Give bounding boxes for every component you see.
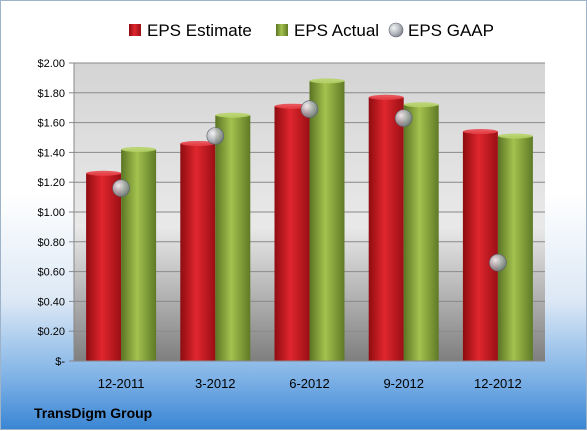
legend-label: EPS Actual bbox=[294, 21, 379, 40]
y-tick-label: $- bbox=[55, 356, 65, 368]
legend-label: EPS GAAP bbox=[408, 21, 494, 40]
gaap-point bbox=[300, 100, 319, 118]
bar-eps-estimate bbox=[274, 106, 310, 362]
bar-eps-actual bbox=[497, 136, 533, 361]
gaap-point bbox=[112, 179, 130, 197]
bar-top-cap bbox=[497, 133, 533, 139]
bar-top-cap bbox=[180, 140, 216, 146]
legend-swatch bbox=[276, 24, 288, 36]
bar-top-cap bbox=[215, 112, 251, 118]
legend-swatch bbox=[388, 22, 404, 38]
bar-eps-estimate bbox=[180, 143, 216, 361]
gaap-point bbox=[394, 109, 413, 127]
y-tick-label: $0.40 bbox=[37, 296, 65, 308]
bar-eps-estimate bbox=[462, 131, 498, 361]
y-tick-label: $2.00 bbox=[37, 58, 65, 70]
gaap-point bbox=[206, 127, 225, 145]
y-tick-label: $0.60 bbox=[37, 267, 65, 279]
y-tick-label: $0.80 bbox=[37, 237, 65, 249]
gaap-point bbox=[489, 253, 507, 272]
x-tick-label: 12-2012 bbox=[474, 376, 522, 391]
bar-eps-actual bbox=[309, 80, 345, 361]
x-tick-label: 3-2012 bbox=[195, 376, 235, 391]
y-tick-label: $0.20 bbox=[37, 326, 65, 338]
bar-eps-actual bbox=[403, 104, 439, 361]
bar-eps-estimate bbox=[86, 173, 122, 361]
bar-top-cap bbox=[309, 78, 345, 84]
bar-top-cap bbox=[462, 129, 498, 135]
y-tick-label: $1.60 bbox=[37, 118, 65, 130]
bar-top-cap bbox=[274, 103, 310, 109]
bars bbox=[86, 78, 533, 362]
y-tick-label: $1.00 bbox=[37, 207, 65, 219]
legend-label: EPS Estimate bbox=[147, 21, 252, 40]
y-tick-label: $1.80 bbox=[37, 88, 65, 100]
gaap-points bbox=[112, 100, 507, 272]
bar-top-cap bbox=[403, 102, 439, 108]
legend: EPS Estimate EPS Actual EPS GAAP bbox=[129, 21, 494, 40]
axes: $- $0.20 $0.40 $0.60 $0.80 $1.00 $1.20 $1.40 $1.… bbox=[37, 58, 545, 391]
bar-top-cap bbox=[368, 94, 404, 100]
x-tick-label: 6-2012 bbox=[289, 376, 329, 391]
bar-top-cap bbox=[86, 170, 122, 176]
company-label: TransDigm Group bbox=[34, 405, 152, 421]
x-tick-label: 12-2011 bbox=[98, 376, 145, 391]
y-tick-label: $1.20 bbox=[37, 177, 65, 189]
legend-swatch bbox=[129, 24, 141, 36]
x-tick-label: 9-2012 bbox=[383, 376, 423, 391]
y-tick-label: $1.40 bbox=[37, 147, 65, 159]
bar-eps-actual bbox=[215, 115, 251, 362]
bar-eps-estimate bbox=[368, 97, 404, 362]
bar-top-cap bbox=[121, 146, 157, 152]
